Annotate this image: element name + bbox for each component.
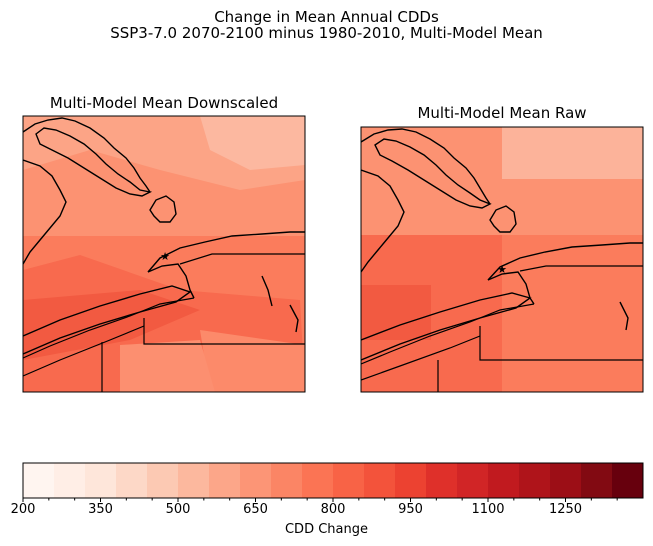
colorbar-segment	[519, 463, 551, 498]
coastline	[147, 231, 305, 273]
coastline	[489, 205, 517, 233]
colorbar-segment	[612, 463, 644, 498]
colorbar-segment	[240, 463, 272, 498]
figure-title: Change in Mean Annual CDDs	[214, 8, 439, 26]
colorbar-tick-label: 800	[320, 502, 346, 517]
map-field-zone	[200, 116, 305, 170]
colorbar-tick-label: 650	[243, 502, 268, 517]
map-field-cell	[431, 285, 502, 340]
map-field-cell	[361, 285, 431, 340]
colorbar-segment	[395, 463, 427, 498]
map-field-cell	[361, 340, 502, 392]
border	[143, 318, 305, 345]
coastline	[261, 275, 273, 307]
colorbar-tick-label: 950	[398, 502, 423, 517]
colorbar-tick-label: 1100	[471, 502, 505, 517]
colorbar-ticks	[22, 498, 618, 502]
star-marker: ★	[497, 263, 507, 276]
map-coastlines	[23, 117, 305, 355]
colorbar-segment	[23, 463, 55, 498]
map-borders	[361, 265, 643, 392]
colorbar-segment	[333, 463, 365, 498]
star-marker: ★	[160, 250, 170, 263]
border	[479, 326, 643, 361]
colorbar	[23, 463, 644, 498]
panel-title-raw: Multi-Model Mean Raw	[417, 104, 587, 122]
coastline	[289, 304, 299, 333]
coastline	[619, 301, 629, 331]
colorbar-tick-label: 350	[88, 502, 113, 517]
colorbar-segment	[550, 463, 582, 498]
border	[361, 303, 535, 365]
colorbar-segment	[178, 463, 210, 498]
colorbar-segment	[302, 463, 334, 498]
colorbar-segment	[116, 463, 148, 498]
colorbar-tick-label: 1250	[548, 502, 583, 517]
map-borders	[23, 253, 305, 392]
map-frame	[360, 126, 644, 393]
figure-subtitle: SSP3-7.0 2070-2100 minus 1980-2010, Mult…	[110, 24, 543, 42]
coastline	[487, 242, 643, 281]
coastline	[35, 127, 153, 197]
map-frame	[22, 115, 306, 393]
map-downscaled: ★	[22, 115, 306, 393]
colorbar-segment	[209, 463, 241, 498]
coastline	[487, 271, 535, 305]
coastline	[147, 263, 195, 299]
colorbar-segment	[85, 463, 117, 498]
coastline	[149, 195, 177, 223]
coastline	[361, 169, 405, 273]
map-field-cell	[361, 235, 502, 285]
map-raw: ★	[360, 126, 644, 393]
colorbar-segment	[147, 463, 179, 498]
colorbar-segment	[54, 463, 86, 498]
map-field-zone	[120, 340, 215, 392]
colorbar-tick-label: 500	[165, 502, 191, 517]
panel-title-downscaled: Multi-Model Mean Downscaled	[49, 94, 279, 112]
map-field-cell	[502, 127, 643, 179]
colorbar-segment	[426, 463, 458, 498]
coastline	[23, 117, 151, 193]
coastline	[23, 285, 192, 355]
border	[23, 325, 145, 377]
border	[361, 335, 481, 381]
border	[519, 265, 643, 272]
colorbar-segment	[581, 463, 613, 498]
map-field-zone	[200, 330, 305, 392]
coastline	[374, 138, 492, 209]
coastline	[23, 159, 67, 265]
colorbar-segment	[271, 463, 303, 498]
colorbar-tick-label: 200	[10, 502, 36, 517]
coastline	[361, 128, 491, 205]
colorbar-segment	[457, 463, 489, 498]
colorbar-label: CDD Change	[284, 522, 368, 537]
border	[179, 253, 305, 265]
coastline	[361, 292, 532, 361]
border	[23, 297, 195, 359]
map-field-cell	[502, 285, 643, 392]
colorbar-segment	[364, 463, 396, 498]
map-coastlines	[361, 128, 643, 361]
colorbar-segment	[488, 463, 520, 498]
